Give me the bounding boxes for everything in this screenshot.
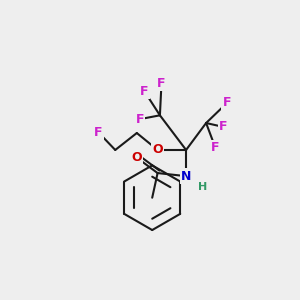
Text: F: F [223, 97, 231, 110]
Text: F: F [211, 141, 220, 154]
Text: F: F [136, 113, 144, 126]
Text: H: H [198, 182, 208, 192]
Text: F: F [219, 120, 227, 134]
Text: F: F [140, 85, 149, 98]
Text: O: O [152, 143, 163, 157]
Text: F: F [94, 126, 103, 139]
Text: F: F [157, 77, 166, 90]
Text: O: O [131, 151, 142, 164]
Text: N: N [181, 169, 191, 183]
